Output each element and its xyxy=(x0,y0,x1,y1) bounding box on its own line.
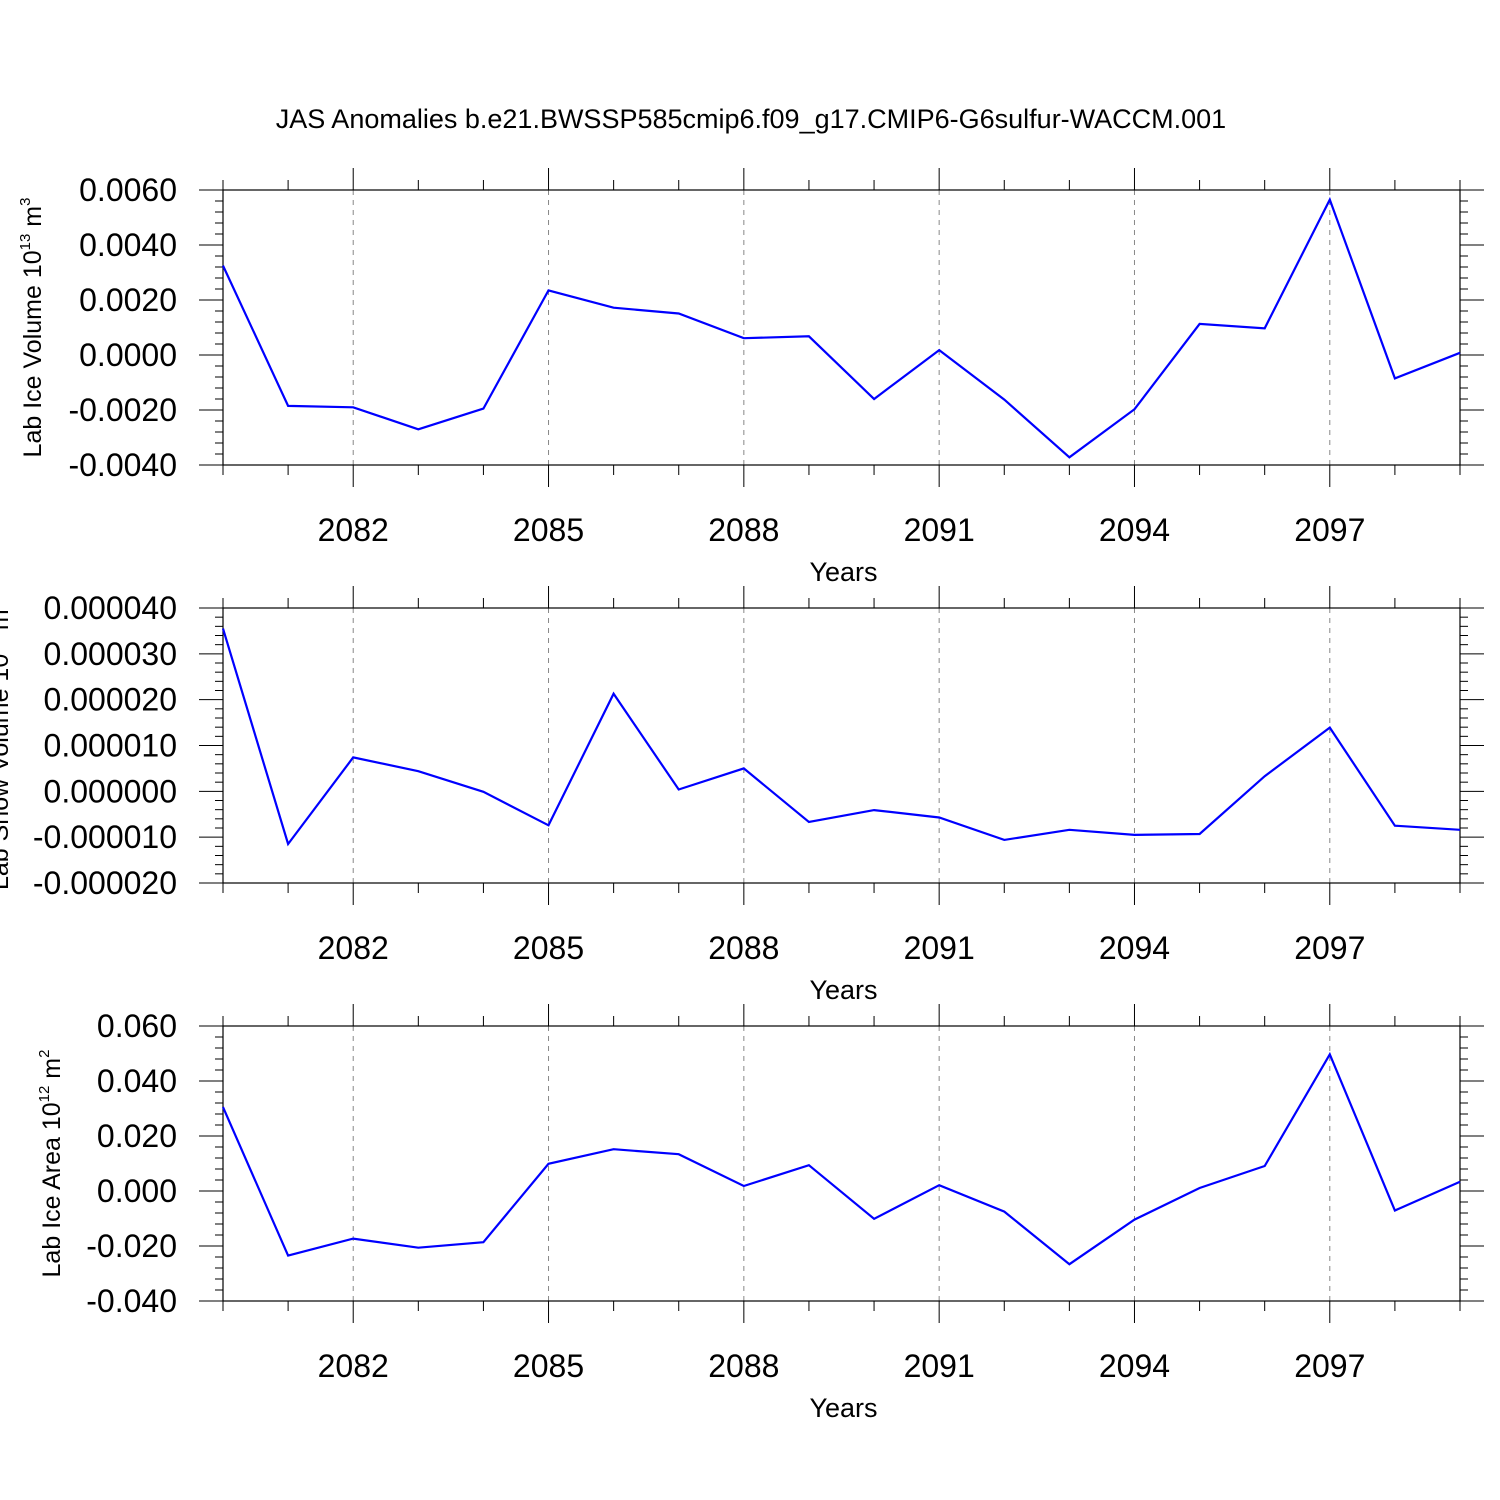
x-tick-label: 2091 xyxy=(904,1348,975,1384)
x-axis-label: Years xyxy=(809,557,877,587)
x-tick-label: 2091 xyxy=(904,930,975,966)
y-tick-label: 0.0020 xyxy=(79,282,177,318)
x-tick-label: 2094 xyxy=(1099,512,1170,548)
series-line xyxy=(221,1051,1461,1266)
x-tick-label: 2088 xyxy=(708,1348,779,1384)
x-tick-label: 2082 xyxy=(318,512,389,548)
y-tick-label: 0.0060 xyxy=(79,172,177,208)
y-tick-label: -0.020 xyxy=(86,1228,177,1264)
y-tick-label: 0.000010 xyxy=(44,728,177,764)
x-tick-label: 2097 xyxy=(1294,512,1365,548)
y-tick-label: 0.020 xyxy=(97,1118,177,1154)
x-axis-label: Years xyxy=(809,975,877,1005)
y-tick-label: 0.0000 xyxy=(79,337,177,373)
y-tick-label: -0.0020 xyxy=(68,392,177,428)
y-axis-label: Lab Snow Volume 1013 m3 xyxy=(0,601,14,890)
y-tick-label: -0.000010 xyxy=(33,819,177,855)
y-tick-label: -0.0040 xyxy=(68,447,177,483)
x-tick-label: 2085 xyxy=(513,512,584,548)
x-tick-label: 2097 xyxy=(1294,1348,1365,1384)
chart-title: JAS Anomalies b.e21.BWSSP585cmip6.f09_g1… xyxy=(276,104,1226,134)
panel-3: -0.040 -0.020 0.000 0.020 0.040 0.060 2082 2085… xyxy=(36,1004,1484,1423)
x-tick-label: 2088 xyxy=(708,930,779,966)
x-tick-label: 2091 xyxy=(904,512,975,548)
x-tick-label: 2088 xyxy=(708,512,779,548)
y-tick-label: 0.0040 xyxy=(79,227,177,263)
y-tick-label: 0.000000 xyxy=(44,773,177,809)
series-line xyxy=(221,628,1461,847)
y-tick-label: -0.000020 xyxy=(33,865,177,901)
panel-2: -0.000020 -0.000010 0.000000 0.000010 0.0000… xyxy=(0,586,1484,1005)
x-tick-label: 2094 xyxy=(1099,930,1170,966)
x-tick-label: 2097 xyxy=(1294,930,1365,966)
y-tick-label: 0.040 xyxy=(97,1063,177,1099)
chart-panels: -0.0040 -0.0020 0.0000 0.0020 0.0040 0.0060 20… xyxy=(0,168,1484,1423)
x-tick-label: 2085 xyxy=(513,930,584,966)
y-axis-label: Lab Ice Volume 1013 m3 xyxy=(17,198,47,458)
y-tick-label: 0.000040 xyxy=(44,590,177,626)
y-axis-label: Lab Ice Area 1012 m2 xyxy=(36,1050,66,1278)
y-tick-label: 0.000020 xyxy=(44,682,177,718)
series-line xyxy=(222,196,1461,459)
plot-frame xyxy=(222,607,1461,884)
x-tick-label: 2082 xyxy=(318,1348,389,1384)
x-tick-label: 2094 xyxy=(1099,1348,1170,1384)
y-tick-label: 0.060 xyxy=(97,1008,177,1044)
plot-frame xyxy=(222,1025,1461,1302)
plot-frame xyxy=(222,189,1461,466)
y-tick-label: 0.000 xyxy=(97,1173,177,1209)
y-tick-label: -0.040 xyxy=(86,1283,177,1319)
x-axis-label: Years xyxy=(809,1393,877,1423)
x-tick-label: 2082 xyxy=(318,930,389,966)
panel-1: -0.0040 -0.0020 0.0000 0.0020 0.0040 0.0060 20… xyxy=(17,168,1484,587)
y-tick-label: 0.000030 xyxy=(44,636,177,672)
x-tick-label: 2085 xyxy=(513,1348,584,1384)
